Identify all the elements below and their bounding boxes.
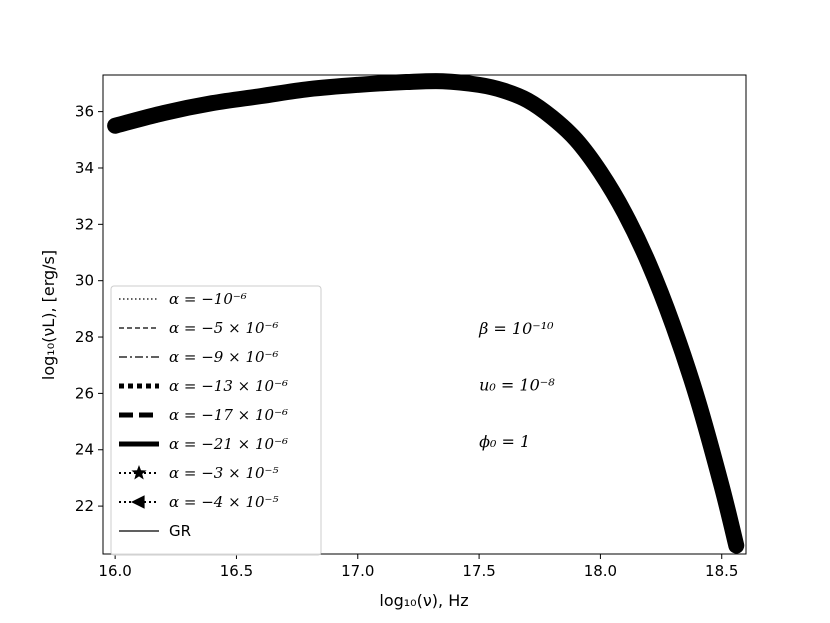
triangle-marker	[238, 93, 251, 105]
x-tick-label: 18.5	[705, 562, 738, 580]
legend-label: α = −9 × 10⁻⁶	[169, 348, 278, 366]
y-tick-label: 28	[75, 328, 94, 346]
y-axis-label: log₁₀(νL), [erg/s]	[39, 250, 58, 380]
legend-label: GR	[169, 522, 191, 540]
legend: α = −10⁻⁶ α = −5 × 10⁻⁶ α = −9 × 10⁻⁶ α = −…	[110, 285, 322, 556]
legend-star-marker	[131, 465, 147, 480]
legend-label: α = −17 × 10⁻⁶	[169, 406, 288, 424]
legend-label: α = −5 × 10⁻⁶	[169, 319, 278, 337]
annotations-group: β = 10⁻¹⁰ u₀ = 10⁻⁸ ϕ₀ = 1	[478, 319, 555, 451]
plot-frame	[102, 74, 747, 555]
legend-box	[110, 285, 322, 556]
y-tick-label: 24	[75, 441, 94, 459]
x-tick-label: 18.0	[584, 562, 617, 580]
legend-label: α = −21 × 10⁻⁶	[169, 435, 288, 453]
x-tick-label: 17.0	[341, 562, 374, 580]
legend-triangle-marker	[131, 495, 145, 509]
y-tick-label: 30	[75, 272, 94, 290]
triangle-marker	[223, 95, 236, 108]
triangle-marker	[146, 110, 159, 123]
legend-label: α = −4 × 10⁻⁵	[169, 493, 278, 511]
x-tick-label: 16.0	[98, 562, 131, 580]
y-tick-label: 32	[75, 215, 94, 233]
triangle-marker	[209, 97, 222, 110]
legend-label: α = −10⁻⁶	[169, 290, 247, 308]
curves-group	[107, 73, 745, 554]
x-axis: 16.0 16.5 17.0 17.5 18.0 18.5	[98, 554, 738, 580]
x-axis-label: log₁₀(ν), Hz	[379, 591, 468, 610]
annotation-2: ϕ₀ = 1	[479, 432, 530, 451]
x-tick-label: 16.5	[220, 562, 253, 580]
x-tick-label: 17.5	[462, 562, 495, 580]
y-tick-label: 26	[75, 384, 94, 402]
y-tick-label: 36	[75, 103, 94, 121]
legend-label: α = −3 × 10⁻⁵	[169, 464, 278, 482]
annotation-1: u₀ = 10⁻⁸	[479, 376, 555, 395]
annotation-0: β = 10⁻¹⁰	[478, 319, 554, 338]
legend-label: α = −13 × 10⁻⁶	[169, 377, 288, 395]
triangle-marker	[189, 101, 202, 114]
triangle-marker	[170, 105, 183, 118]
triangle-marker	[112, 119, 125, 132]
y-tick-label: 34	[75, 159, 94, 177]
y-axis: 22 24 26 28 30 32 34 36	[75, 103, 103, 515]
y-tick-label: 22	[75, 497, 94, 515]
series-line-8	[114, 80, 737, 546]
